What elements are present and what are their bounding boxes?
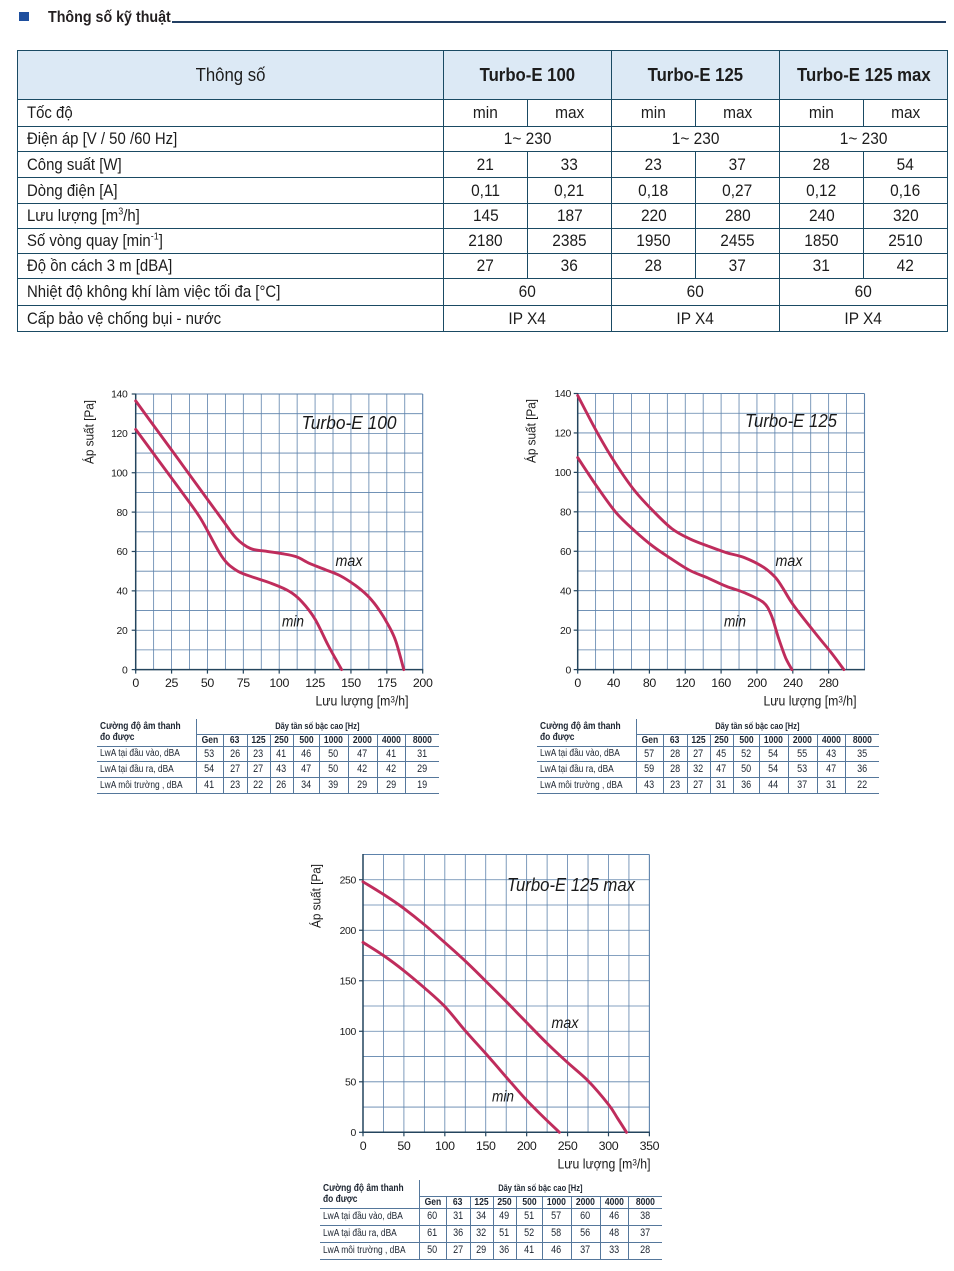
svg-text:0: 0 xyxy=(351,1128,357,1139)
svg-text:min: min xyxy=(492,1089,514,1106)
svg-text:200: 200 xyxy=(517,1139,537,1153)
svg-text:Áp suất [Pa]: Áp suất [Pa] xyxy=(82,400,97,464)
svg-text:40: 40 xyxy=(607,676,621,690)
svg-text:Áp suất [Pa]: Áp suất [Pa] xyxy=(309,864,324,928)
svg-text:150: 150 xyxy=(340,976,357,987)
svg-text:140: 140 xyxy=(111,390,128,401)
svg-text:250: 250 xyxy=(340,875,357,886)
svg-text:150: 150 xyxy=(476,1139,496,1153)
svg-text:280: 280 xyxy=(819,676,839,690)
svg-text:Turbo-E 125 max: Turbo-E 125 max xyxy=(507,874,636,895)
svg-text:50: 50 xyxy=(201,676,215,690)
svg-text:100: 100 xyxy=(340,1027,357,1038)
svg-text:Turbo-E 125: Turbo-E 125 xyxy=(745,410,838,431)
svg-text:min: min xyxy=(282,614,304,631)
svg-text:Lưu lượng [m3/h]: Lưu lượng [m3/h] xyxy=(558,1157,651,1172)
svg-text:100: 100 xyxy=(555,468,572,479)
svg-text:50: 50 xyxy=(397,1139,411,1153)
svg-text:80: 80 xyxy=(643,676,657,690)
svg-text:120: 120 xyxy=(555,429,572,440)
svg-text:300: 300 xyxy=(599,1139,619,1153)
svg-text:0: 0 xyxy=(132,676,139,690)
svg-text:160: 160 xyxy=(711,676,731,690)
svg-text:80: 80 xyxy=(117,508,128,519)
svg-text:50: 50 xyxy=(345,1077,356,1088)
svg-text:max: max xyxy=(552,1015,580,1032)
svg-text:250: 250 xyxy=(558,1139,578,1153)
svg-text:200: 200 xyxy=(340,926,357,937)
svg-text:20: 20 xyxy=(560,626,571,637)
svg-text:0: 0 xyxy=(566,665,572,676)
svg-text:Lưu lượng [m3/h]: Lưu lượng [m3/h] xyxy=(316,694,409,709)
svg-text:20: 20 xyxy=(117,626,128,637)
svg-text:120: 120 xyxy=(675,676,695,690)
svg-text:60: 60 xyxy=(560,547,571,558)
svg-text:Turbo-E 100: Turbo-E 100 xyxy=(302,412,398,433)
svg-text:80: 80 xyxy=(560,508,571,519)
svg-text:max: max xyxy=(776,553,804,570)
svg-text:200: 200 xyxy=(747,676,767,690)
svg-text:125: 125 xyxy=(305,676,325,690)
svg-text:100: 100 xyxy=(269,676,289,690)
svg-text:175: 175 xyxy=(377,676,397,690)
svg-text:max: max xyxy=(336,553,364,570)
svg-text:0: 0 xyxy=(122,665,128,676)
svg-text:60: 60 xyxy=(117,547,128,558)
svg-text:0: 0 xyxy=(360,1139,367,1153)
svg-text:75: 75 xyxy=(237,676,251,690)
svg-text:40: 40 xyxy=(560,586,571,597)
svg-text:150: 150 xyxy=(341,676,361,690)
svg-text:min: min xyxy=(724,614,746,631)
svg-text:Lưu lượng [m3/h]: Lưu lượng [m3/h] xyxy=(764,694,857,709)
svg-text:100: 100 xyxy=(435,1139,455,1153)
svg-text:350: 350 xyxy=(640,1139,660,1153)
svg-text:140: 140 xyxy=(555,389,572,400)
svg-text:40: 40 xyxy=(117,587,128,598)
svg-text:200: 200 xyxy=(413,676,433,690)
svg-text:100: 100 xyxy=(111,468,128,479)
svg-text:Áp suất [Pa]: Áp suất [Pa] xyxy=(524,399,539,463)
svg-text:0: 0 xyxy=(574,676,581,690)
svg-text:240: 240 xyxy=(783,676,803,690)
svg-text:120: 120 xyxy=(111,429,128,440)
svg-text:25: 25 xyxy=(165,676,179,690)
